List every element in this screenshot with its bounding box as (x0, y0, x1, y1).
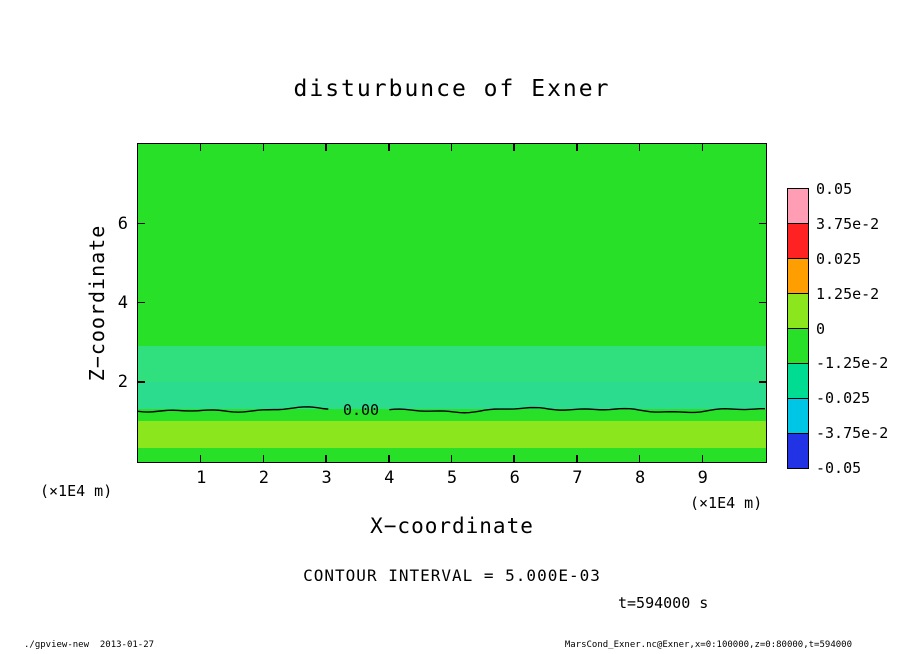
x-tick-mark (199, 144, 202, 151)
y-tick-label: 6 (117, 213, 128, 234)
fill-band (138, 447, 766, 461)
colorbar-cell (788, 258, 808, 293)
y-tick-mark (759, 381, 766, 383)
colorbar-label: 0 (816, 319, 826, 338)
contour-interval-note: CONTOUR INTERVAL = 5.000E-03 (303, 566, 601, 585)
x-tick-mark (701, 455, 704, 462)
colorbar-label: 0.025 (816, 249, 862, 268)
fill-band (138, 346, 766, 382)
y-tick-mark (759, 222, 766, 224)
x-tick-mark (638, 455, 641, 462)
y-tick-label: 2 (117, 372, 128, 393)
contour-line (138, 406, 765, 414)
y-unit-label: (×1E4 m) (40, 482, 113, 500)
x-tick-mark (388, 455, 390, 462)
y-tick-mark (138, 222, 145, 224)
x-tick-mark (199, 455, 202, 462)
footer-left: ./gpview-new 2013-01-27 (24, 640, 155, 650)
footer-right: MarsCond_Exner.nc@Exner,x=0:100000,z=0:8… (564, 640, 852, 650)
zero-contour-path (138, 406, 329, 413)
x-tick-mark (513, 144, 515, 151)
plot-area (137, 143, 767, 463)
x-tick-mark (513, 455, 515, 462)
x-tick-label: 5 (446, 468, 458, 488)
x-tick-mark (450, 455, 453, 462)
x-tick-label: 6 (509, 468, 520, 488)
x-tick-mark (388, 144, 390, 151)
x-axis-label: X−coordinate (370, 514, 534, 538)
x-tick-mark (576, 455, 578, 462)
y-tick-mark (138, 381, 145, 383)
x-tick-label: 2 (258, 468, 270, 488)
colorbar-cell (788, 293, 808, 328)
x-tick-mark (325, 455, 327, 462)
zero-contour-path (389, 406, 765, 414)
x-tick-label: 3 (321, 468, 332, 488)
colorbar-cell (788, 328, 808, 363)
colorbar-cell (788, 363, 808, 398)
y-tick-mark (138, 301, 145, 304)
x-tick-mark (638, 144, 641, 151)
time-label: t=594000 s (618, 594, 709, 612)
colorbar-label: -0.025 (816, 389, 871, 408)
colorbar-label: 3.75e-2 (816, 214, 880, 233)
fill-band (138, 381, 766, 410)
x-tick-mark (576, 144, 578, 151)
x-tick-mark (450, 144, 453, 151)
x-tick-label: 7 (572, 468, 583, 488)
colorbar-label: 0.05 (816, 180, 853, 198)
x-tick-mark (701, 144, 704, 151)
colorbar-label: -0.05 (816, 459, 862, 477)
x-tick-label: 8 (634, 468, 646, 488)
colorbar-cell (788, 223, 808, 258)
y-tick-label: 4 (117, 293, 128, 313)
fill-band (138, 409, 766, 421)
x-tick-mark (262, 144, 265, 151)
colorbar-cell (788, 433, 808, 468)
colorbar-label: 1.25e-2 (816, 284, 880, 303)
x-tick-label: 4 (384, 468, 395, 488)
colorbar-cell (788, 189, 808, 223)
x-tick-mark (325, 144, 327, 151)
contour-label: 0.00 (342, 401, 380, 419)
plot-title: disturbunce of Exner (293, 76, 611, 102)
fill-band (138, 144, 766, 347)
fill-band (138, 420, 766, 448)
y-tick-mark (759, 301, 766, 304)
x-unit-label: (×1E4 m) (690, 494, 763, 512)
x-tick-label: 1 (196, 468, 207, 488)
x-tick-mark (262, 455, 265, 462)
x-tick-label: 9 (697, 468, 708, 488)
colorbar (787, 188, 809, 469)
colorbar-cell (788, 398, 808, 433)
colorbar-label: -1.25e-2 (816, 354, 889, 373)
colorbar-label: -3.75e-2 (816, 424, 889, 443)
